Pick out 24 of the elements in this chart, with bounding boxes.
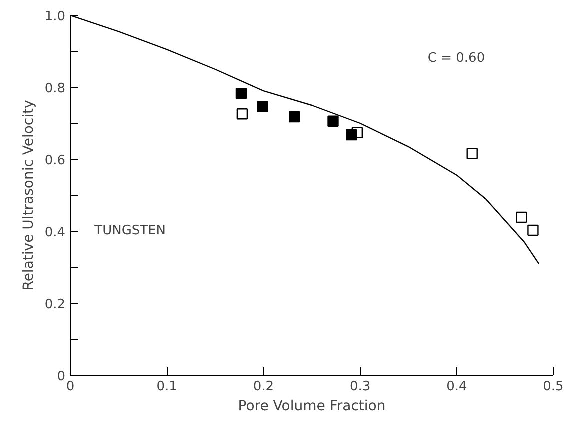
y-axis-title: Relative Ultrasonic Velocity bbox=[20, 100, 37, 291]
point bbox=[466, 148, 478, 160]
point bbox=[289, 111, 300, 123]
y-tick-label: 0.2 bbox=[44, 298, 66, 312]
x-axis-title: Pore Volume Fraction bbox=[238, 398, 386, 414]
point bbox=[346, 129, 358, 141]
text: 1.0 bbox=[44, 10, 66, 24]
annotation: C = 0.60 bbox=[428, 50, 486, 66]
point bbox=[516, 212, 528, 224]
x-tick-label: 0.2 bbox=[253, 380, 274, 394]
point bbox=[236, 88, 248, 100]
point bbox=[257, 100, 268, 112]
y-tick-label: 0.8 bbox=[44, 82, 66, 96]
x-tick-label: 0.3 bbox=[350, 380, 371, 394]
point bbox=[528, 224, 539, 236]
x-tick-label: 0.5 bbox=[543, 380, 564, 394]
y-tick-label: 0.6 bbox=[44, 154, 66, 168]
point bbox=[328, 116, 339, 127]
point bbox=[236, 108, 248, 120]
x-tick-label: 0.1 bbox=[156, 380, 178, 394]
y-tick-label: 0 bbox=[57, 370, 66, 384]
y-tick-label: 0.4 bbox=[44, 226, 66, 240]
x-tick-label: 0.4 bbox=[446, 380, 468, 394]
annotation: TUNGSTEN bbox=[94, 224, 166, 239]
